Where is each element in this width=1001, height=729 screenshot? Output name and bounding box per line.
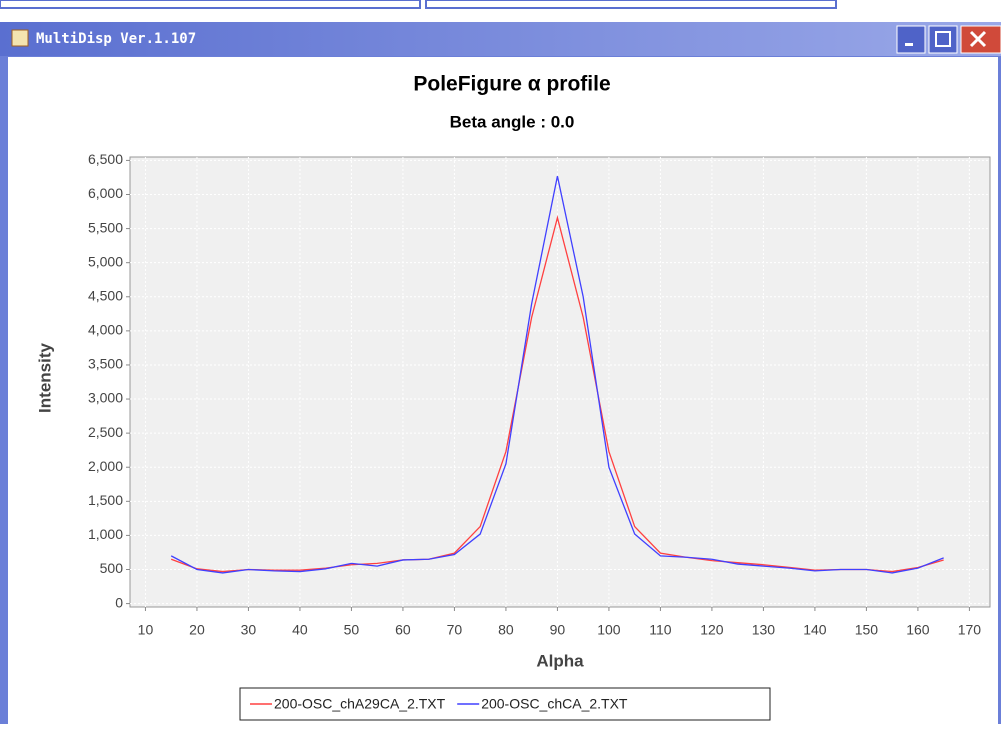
- x-tick-label: 80: [498, 622, 514, 638]
- y-tick-label: 2,000: [88, 458, 123, 474]
- legend-label: 200-OSC_chCA_2.TXT: [481, 696, 628, 712]
- background-window: [0, 0, 421, 9]
- x-tick-label: 160: [906, 622, 930, 638]
- y-tick-label: 0: [115, 594, 123, 610]
- x-tick-label: 90: [550, 622, 566, 638]
- y-tick-label: 1,000: [88, 526, 123, 542]
- x-tick-label: 60: [395, 622, 411, 638]
- y-tick-label: 4,000: [88, 322, 123, 338]
- y-tick-label: 3,500: [88, 356, 123, 372]
- background-window: [425, 0, 837, 9]
- x-tick-label: 120: [700, 622, 724, 638]
- title-bar: [0, 22, 1001, 56]
- y-tick-label: 2,500: [88, 424, 123, 440]
- x-tick-label: 20: [189, 622, 205, 638]
- y-tick-label: 4,500: [88, 287, 123, 303]
- legend: [239, 687, 771, 721]
- data-line: [170, 175, 944, 574]
- minimize-button[interactable]: [896, 25, 926, 54]
- chart-subtitle: Beta angle : 0.0: [450, 112, 575, 131]
- data-line: [170, 215, 944, 573]
- y-tick-label: 3,000: [88, 390, 123, 406]
- legend-label: 200-OSC_chA29CA_2.TXT: [274, 696, 446, 712]
- x-tick-label: 30: [241, 622, 257, 638]
- plot-area: [129, 156, 991, 608]
- x-tick-label: 70: [447, 622, 463, 638]
- y-tick-label: 6,500: [88, 151, 123, 167]
- x-tick-label: 10: [138, 622, 154, 638]
- x-tick-label: 150: [855, 622, 879, 638]
- x-axis-label: Alpha: [536, 651, 584, 670]
- x-tick-label: 110: [649, 622, 672, 638]
- y-tick-label: 5,500: [88, 219, 123, 235]
- x-tick-label: 100: [597, 622, 621, 638]
- chart-title: PoleFigure α profile: [413, 73, 610, 96]
- close-button[interactable]: [960, 25, 1001, 54]
- window-title: MultiDisp Ver.1.107: [36, 31, 196, 47]
- y-tick-label: 1,500: [88, 492, 123, 508]
- x-tick-label: 40: [292, 622, 308, 638]
- y-axis-label: Intensity: [35, 343, 54, 413]
- x-tick-label: 50: [344, 622, 360, 638]
- x-tick-label: 130: [752, 622, 776, 638]
- y-tick-label: 5,000: [88, 253, 123, 269]
- app-icon: [11, 29, 29, 47]
- maximize-button[interactable]: [928, 25, 958, 54]
- y-tick-label: 500: [100, 560, 124, 576]
- y-tick-label: 6,000: [88, 185, 123, 201]
- x-tick-label: 140: [803, 622, 827, 638]
- x-tick-label: 170: [958, 622, 982, 638]
